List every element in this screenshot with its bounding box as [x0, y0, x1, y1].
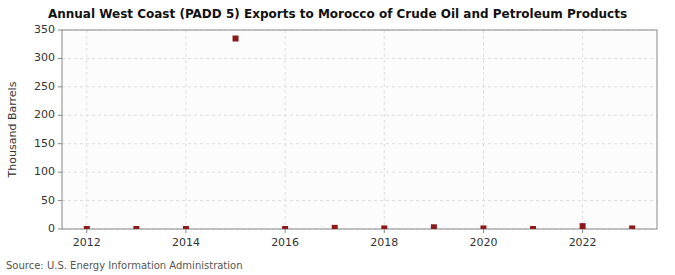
y-tick — [58, 115, 62, 116]
plot-frame — [62, 30, 657, 229]
x-tick-label: 2016 — [271, 236, 299, 249]
x-grid-line — [86, 30, 87, 229]
point — [332, 225, 338, 229]
y-grid-line — [62, 115, 657, 116]
y-tick-label: 300 — [34, 51, 55, 64]
axes: 0 50 100 150 200 250 300 350 2012 2014 2016 2018 202… — [34, 23, 597, 249]
y-tick-label: 200 — [34, 108, 55, 121]
point — [431, 224, 437, 229]
y-grid-line — [62, 200, 657, 201]
y-tick-label: 150 — [34, 137, 55, 150]
y-tick-label: 50 — [41, 194, 55, 207]
x-grid-line — [483, 30, 484, 229]
x-tick — [285, 229, 286, 233]
point — [133, 226, 139, 229]
y-tick — [58, 143, 62, 144]
point — [282, 226, 288, 229]
plot-area — [62, 30, 657, 229]
x-grid-line — [285, 30, 286, 229]
x-grid-line — [582, 30, 583, 229]
y-tick — [58, 229, 62, 230]
y-tick — [58, 30, 62, 31]
x-grid-line — [384, 30, 385, 229]
x-grid-line — [185, 30, 186, 229]
point — [530, 226, 536, 229]
x-tick — [582, 229, 583, 233]
y-axis-label: Thousand Barrels — [6, 81, 19, 178]
x-tick-label: 2022 — [569, 236, 597, 249]
x-tick — [86, 229, 87, 233]
y-grid-line — [62, 86, 657, 87]
title: Annual West Coast (PADD 5) Exports to Mo… — [48, 7, 627, 21]
x-tick-label: 2020 — [469, 236, 497, 249]
y-tick-label: 0 — [48, 222, 55, 235]
y-tick — [58, 86, 62, 87]
y-tick — [58, 200, 62, 201]
y-grid-line — [62, 58, 657, 59]
y-tick — [58, 172, 62, 173]
point — [480, 225, 486, 229]
y-tick-label: 100 — [34, 165, 55, 178]
point — [233, 36, 239, 42]
point — [183, 226, 189, 229]
point — [84, 226, 90, 229]
x-tick — [185, 229, 186, 233]
point — [381, 225, 387, 229]
y-tick-label: 250 — [34, 80, 55, 93]
grid — [62, 30, 657, 229]
x-tick-label: 2014 — [172, 236, 200, 249]
y-grid-line — [62, 143, 657, 144]
x-tick — [384, 229, 385, 233]
points — [84, 36, 635, 229]
chart: 0 50 100 150 200 250 300 350 2012 2014 2016 2018 202… — [0, 0, 675, 275]
x-tick — [483, 229, 484, 233]
y-grid-line — [62, 172, 657, 173]
y-tick — [58, 58, 62, 59]
y-tick-label: 350 — [34, 23, 55, 36]
x-tick-label: 2018 — [370, 236, 398, 249]
point — [629, 225, 635, 229]
x-tick-label: 2012 — [73, 236, 101, 249]
point — [580, 223, 586, 229]
source-note: Source: U.S. Energy Information Administ… — [6, 260, 243, 271]
